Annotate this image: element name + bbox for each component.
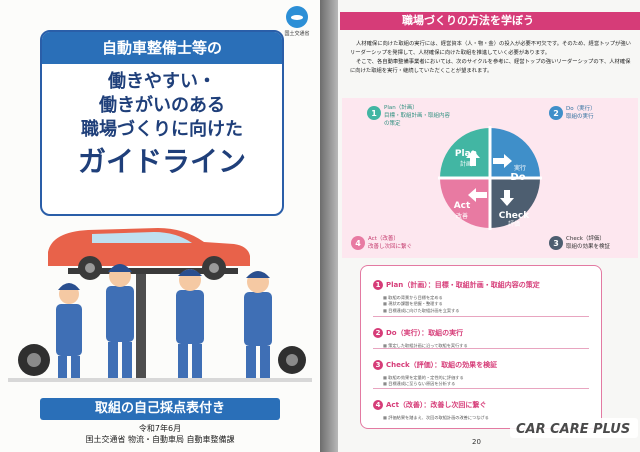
- inner-page: 知る 学ぶ 学ぶ 知る 職場づくりの方法を学ぼう 人材確保に向けた取組の実行には…: [320, 0, 640, 452]
- title-line-3: 職場づくりに向けた: [81, 119, 243, 140]
- step-1-text-2: の策定: [384, 119, 401, 127]
- plan-jp: 計画: [460, 160, 472, 168]
- flow-step-number: 4: [373, 399, 383, 410]
- step-4-badge: [351, 236, 365, 250]
- intro-paragraph: 人材確保に向けた取組の実行には、経営資本（人・物・金）の投入が必要不可欠です。そ…: [350, 41, 631, 56]
- step-4-title: Act（改善）: [368, 234, 399, 242]
- arrow-right-icon: [493, 154, 512, 168]
- step-1-text: 目標・取組計画・取組内容: [384, 111, 451, 119]
- guideline-cover: 国土交通省 自動車整備士等の 働きやすい・ 働きがいのある 職場づくりに向けた …: [0, 0, 320, 452]
- step-2-number: 2: [553, 109, 559, 118]
- arrow-up-icon: [466, 150, 480, 166]
- cover-title-box: 自動車整備士等の 働きやすい・ 働きがいのある 職場づくりに向けた ガイドライン: [40, 30, 284, 216]
- title-main: ガイドライン: [77, 145, 246, 178]
- step-2-badge: [549, 106, 563, 120]
- mechanics-illustration: [8, 228, 312, 382]
- act-word: Act: [454, 201, 471, 211]
- arrow-left-icon: [468, 188, 487, 202]
- cover-subtitle: 取組の自己採点表付き: [40, 398, 280, 420]
- ministry-logo: 国土交通省: [283, 6, 311, 46]
- title-top: 自動車整備士等の: [42, 32, 282, 64]
- mechanic-figure: [106, 264, 134, 378]
- act-jp: 改善: [456, 212, 468, 220]
- flow-step-item: 策定した取組計画に沿って取組を実行する: [383, 343, 591, 349]
- page-title: 職場づくりの方法を学ぼう: [402, 14, 534, 27]
- mechanic-figure: [244, 271, 272, 378]
- act-quadrant: [440, 178, 490, 228]
- title-line-1: 働きやすい・: [108, 71, 216, 92]
- pdca-cycle-panel: Plan 計画 Do 実行 Check 評価 Act 改善 1 Plan（計画）…: [342, 98, 638, 258]
- do-jp: 実行: [514, 164, 526, 172]
- flow-step-item: 取組の効果を定量的・定性的に評価する: [383, 375, 591, 381]
- step-3-badge: [549, 236, 563, 250]
- step-2-title: Do（実行）: [566, 104, 596, 112]
- mechanic-figure: [56, 283, 82, 378]
- flow-step-item: 現状の課題を把握・整理する: [383, 301, 591, 307]
- flow-step-item: 目標達成に向けた取組計画を立案する: [383, 308, 591, 314]
- flow-divider: [373, 388, 589, 389]
- step-2-text: 取組の実行: [566, 112, 594, 120]
- check-word: Check: [499, 211, 530, 221]
- check-jp: 評価: [508, 220, 520, 228]
- step-3-number: 3: [553, 239, 559, 248]
- flow-step-number: 3: [373, 359, 383, 370]
- page-number: 20: [472, 438, 481, 446]
- step-4-text: 改善し次回に繋ぐ: [368, 242, 412, 250]
- mechanic-figure: [176, 269, 204, 378]
- flow-step-title: Do（実行）：取組の実行: [386, 328, 464, 337]
- book-gutter: [320, 0, 338, 452]
- flow-step: 2Do（実行）：取組の実行 策定した取組計画に沿って取組を実行する: [373, 322, 591, 349]
- title-line-2: 働きがいのある: [99, 95, 225, 116]
- issuing-bureau: 国土交通省 物流・自動車局 自動車整備課: [85, 435, 235, 444]
- step-1-number: 1: [371, 109, 377, 118]
- intro-paragraph: そこで、各自動車整備事業者においては、次のサイクルを参考に、経営トップの強いリー…: [350, 59, 631, 74]
- pdca-cycle-diagram: Plan 計画 Do 実行 Check 評価 Act 改善 1 Plan（計画）…: [351, 103, 611, 250]
- ministry-emblem-icon: [286, 6, 308, 28]
- plan-word: Plan: [455, 149, 477, 159]
- do-word: Do: [510, 172, 525, 183]
- flow-step-item: 取組の背景から目標を定める: [383, 295, 591, 301]
- step-3-text: 取組の効果を検証: [566, 242, 611, 250]
- flow-step-title: Act（改善）：改善し次回に繋ぐ: [386, 400, 487, 409]
- flow-divider: [373, 348, 589, 349]
- intro-text: 人材確保に向けた取組の実行には、経営資本（人・物・金）の投入が必要不可欠です。そ…: [350, 40, 635, 76]
- step-1-badge: [367, 106, 381, 120]
- publish-date: 令和7年6月: [138, 424, 182, 433]
- step-1-title: Plan（計画）: [384, 103, 418, 111]
- step-3-title: Check（評価）: [566, 234, 605, 242]
- plan-quadrant: [440, 128, 490, 178]
- flow-step-number: 1: [373, 279, 383, 290]
- step-4-number: 4: [355, 239, 361, 248]
- flow-step-item: 評価結果を踏まえ、次回の取組計画の改善につなげる: [383, 415, 591, 421]
- page-header: 職場づくりの方法を学ぼう: [340, 12, 640, 30]
- flow-step-number: 2: [373, 327, 383, 338]
- flow-step-item: 目標達成に至らない原因を分析する: [383, 381, 591, 387]
- flow-step-title: Check（評価）：取組の効果を検証: [386, 360, 498, 369]
- check-quadrant: [490, 178, 540, 228]
- arrow-down-icon: [500, 190, 514, 206]
- do-quadrant: [490, 128, 540, 178]
- flow-step-title: Plan（計画）：目標・取組計画・取組内容の策定: [386, 280, 540, 289]
- ministry-name: 国土交通省: [284, 31, 310, 37]
- flow-divider: [373, 316, 589, 317]
